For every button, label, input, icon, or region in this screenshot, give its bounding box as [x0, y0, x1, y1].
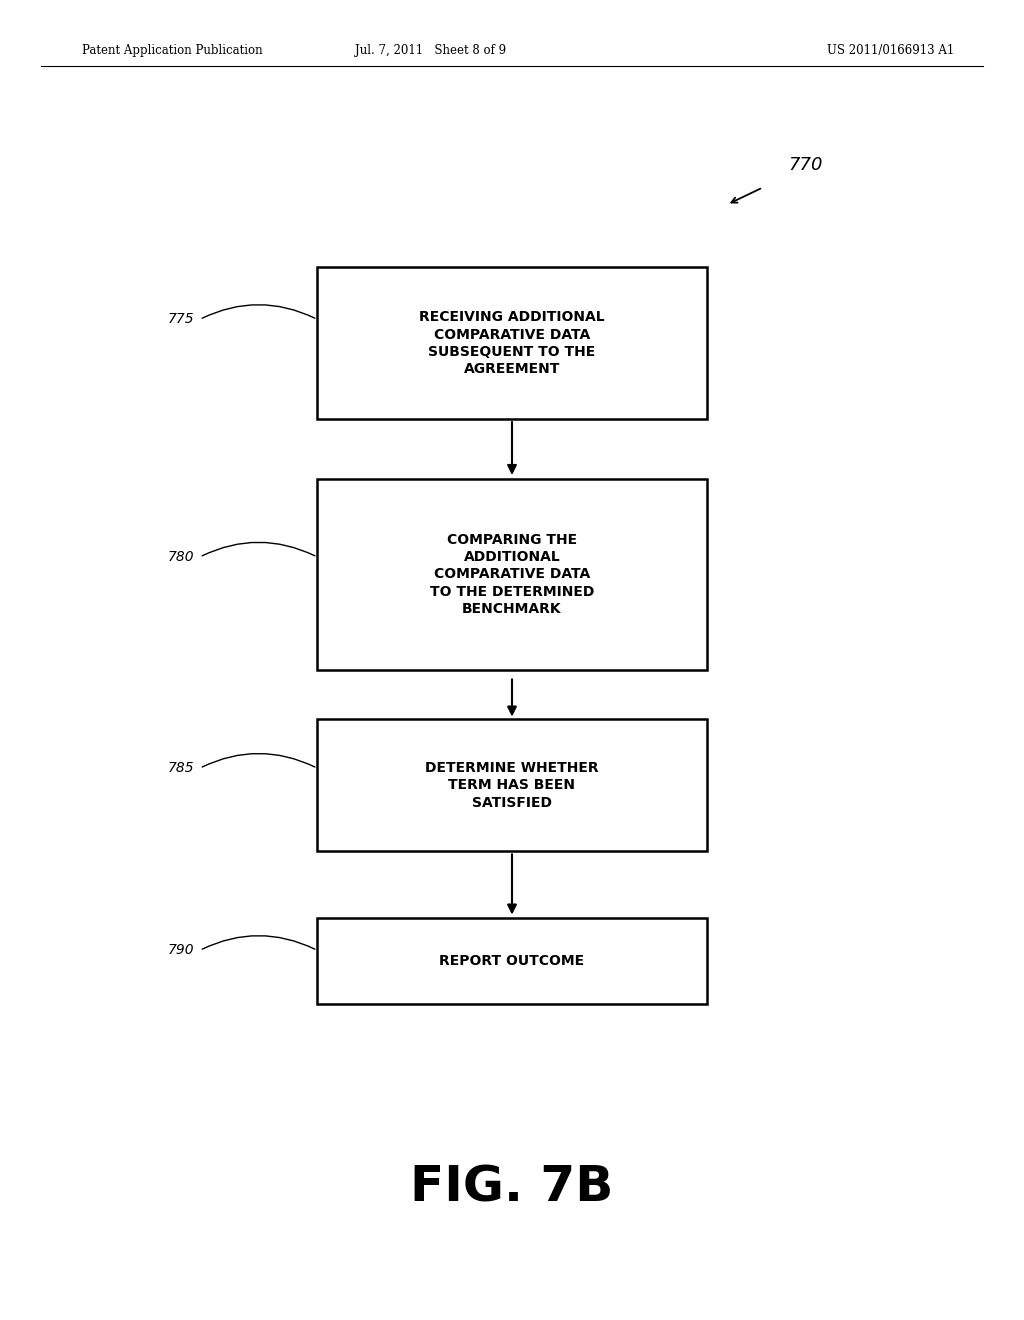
Text: Jul. 7, 2011   Sheet 8 of 9: Jul. 7, 2011 Sheet 8 of 9	[354, 44, 506, 57]
Text: COMPARING THE
ADDITIONAL
COMPARATIVE DATA
TO THE DETERMINED
BENCHMARK: COMPARING THE ADDITIONAL COMPARATIVE DAT…	[430, 532, 594, 616]
Text: DETERMINE WHETHER
TERM HAS BEEN
SATISFIED: DETERMINE WHETHER TERM HAS BEEN SATISFIE…	[425, 762, 599, 809]
Text: REPORT OUTCOME: REPORT OUTCOME	[439, 954, 585, 968]
Text: 770: 770	[788, 156, 823, 174]
Bar	[317, 267, 707, 420]
Text: RECEIVING ADDITIONAL
COMPARATIVE DATA
SUBSEQUENT TO THE
AGREEMENT: RECEIVING ADDITIONAL COMPARATIVE DATA SU…	[419, 310, 605, 376]
Text: 785: 785	[168, 762, 195, 775]
Bar	[317, 919, 707, 1003]
Bar	[317, 719, 707, 851]
Text: 790: 790	[168, 944, 195, 957]
Text: FIG. 7B: FIG. 7B	[411, 1164, 613, 1212]
Text: Patent Application Publication: Patent Application Publication	[82, 44, 262, 57]
Text: 780: 780	[168, 550, 195, 564]
Text: US 2011/0166913 A1: US 2011/0166913 A1	[827, 44, 954, 57]
Text: 775: 775	[168, 313, 195, 326]
Bar	[317, 479, 707, 671]
